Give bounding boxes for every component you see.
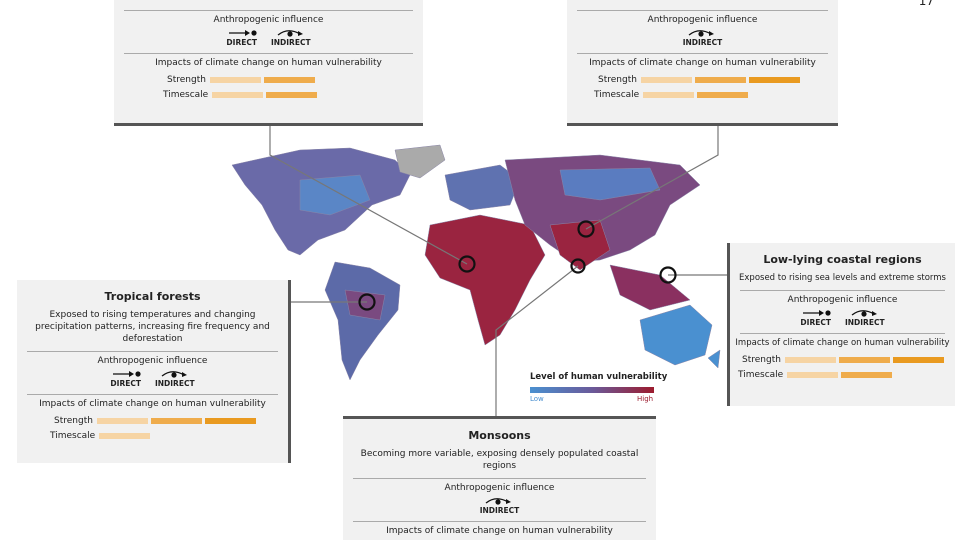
- box-top-right: Anthropogenic influence INDIRECT Impacts…: [567, 0, 838, 126]
- box-title: Monsoons: [468, 429, 531, 442]
- continents: [231, 144, 721, 381]
- indirect-label: INDIRECT: [479, 506, 520, 515]
- indirect-label: INDIRECT: [270, 38, 311, 47]
- level-bar: [150, 418, 202, 424]
- strength-label: Strength: [742, 355, 781, 365]
- strength-label: Strength: [167, 75, 206, 85]
- timescale-bar-2: [266, 92, 318, 98]
- direct-arrow-icon: [112, 371, 141, 377]
- impacts-label: Impacts of climate change on human vulne…: [386, 526, 613, 536]
- box-description: Becoming more variable, exposing densely…: [360, 449, 639, 471]
- marker-india: [570, 258, 586, 274]
- se-asia: [609, 264, 691, 311]
- strength-label: Strength: [598, 75, 637, 85]
- box-description: Exposed to rising sea levels and extreme…: [739, 273, 946, 283]
- marker-coastal: [659, 266, 677, 284]
- indirect-arrow-icon: [277, 30, 303, 37]
- greenland: [394, 144, 446, 179]
- level-bar: [694, 77, 746, 83]
- box-description: Exposed to rising temperatures and chang…: [35, 310, 270, 344]
- direct-label: DIRECT: [110, 379, 141, 388]
- level-bar: [787, 372, 839, 378]
- influence-label: Anthropogenic influence: [444, 483, 555, 493]
- box-top-left: Anthropogenic influence DIRECT INDIRECT …: [114, 0, 423, 126]
- australia: [639, 304, 713, 366]
- influence-label: Anthropogenic influence: [97, 356, 208, 366]
- level-bar: [697, 92, 749, 98]
- impacts-label: Impacts of climate change on human vulne…: [155, 58, 382, 68]
- legend-high: High: [637, 395, 654, 403]
- europe: [444, 164, 521, 211]
- box-low-lying-coastal: Low-lying coastal regions Exposed to ris…: [727, 243, 955, 406]
- level-bar: [841, 372, 893, 378]
- indirect-arrow-icon: [851, 310, 877, 317]
- marker-amazon: [358, 293, 376, 311]
- indirect-arrow-icon: [486, 498, 512, 505]
- influence-label: Anthropogenic influence: [647, 15, 758, 25]
- timescale-label: Timescale: [738, 370, 784, 380]
- indirect-label: INDIRECT: [682, 38, 723, 47]
- level-bar: [838, 357, 890, 363]
- level-bar: [204, 418, 256, 424]
- timescale-label: Timescale: [50, 431, 96, 441]
- indirect-arrow-icon: [161, 371, 187, 378]
- level-bar: [99, 433, 151, 439]
- south-america: [324, 261, 401, 381]
- box-title: Tropical forests: [104, 290, 201, 303]
- influence-label: Anthropogenic influence: [787, 295, 898, 305]
- indirect-arrow-icon: [689, 30, 715, 37]
- level-bar: [748, 77, 800, 83]
- box-tropical-forests: Tropical forests Exposed to rising tempe…: [17, 280, 291, 463]
- timescale-label: Timescale: [594, 90, 640, 100]
- strength-label: Strength: [54, 416, 93, 426]
- box-monsoons: Monsoons Becoming more variable, exposin…: [343, 416, 656, 540]
- impacts-label: Impacts of climate change on human vulne…: [589, 58, 816, 68]
- legend-low: Low: [530, 395, 544, 403]
- impacts-label: Impacts of climate change on human vulne…: [735, 338, 950, 348]
- level-bar: [96, 418, 148, 424]
- influence-label: Anthropogenic influence: [213, 15, 324, 25]
- indirect-label: INDIRECT: [844, 318, 885, 327]
- direct-arrow-icon: [802, 310, 831, 316]
- direct-arrow-icon: [228, 30, 257, 36]
- page-number: 17: [918, 0, 934, 8]
- timescale-bar-1: [212, 92, 264, 98]
- strength-bar-1: [209, 77, 261, 83]
- hotspot-markers: [358, 220, 677, 311]
- legend-gradient-bar: [530, 387, 654, 393]
- africa: [424, 214, 546, 346]
- direct-label: DIRECT: [226, 38, 257, 47]
- level-bar: [784, 357, 836, 363]
- timescale-label: Timescale: [163, 90, 209, 100]
- level-bar: [640, 77, 692, 83]
- legend-title: Level of human vulnerability: [530, 372, 668, 382]
- strength-bar-2: [263, 77, 315, 83]
- marker-asia: [577, 220, 595, 238]
- connector-lines: [269, 125, 727, 417]
- impacts-label: Impacts of climate change on human vulne…: [39, 399, 266, 409]
- indirect-label: INDIRECT: [154, 379, 195, 388]
- level-bar: [892, 357, 944, 363]
- level-bar: [643, 92, 695, 98]
- box-title: Low-lying coastal regions: [763, 253, 922, 266]
- direct-label: DIRECT: [800, 318, 831, 327]
- marker-africa: [458, 255, 476, 273]
